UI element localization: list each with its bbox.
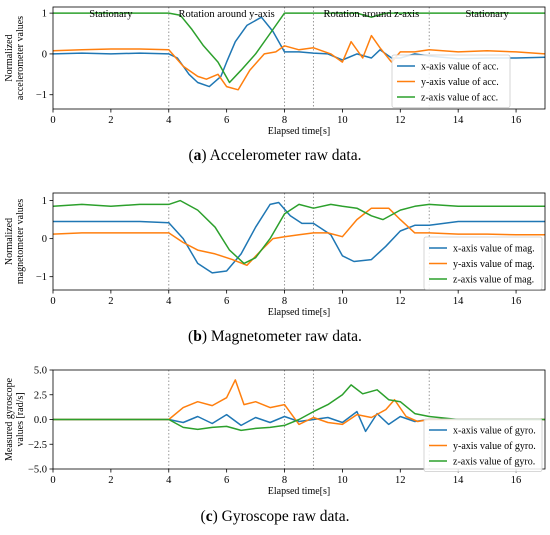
- region-label: Rotation around z-axis: [324, 9, 420, 20]
- x-axis-label: Elapsed time[s]: [268, 307, 330, 318]
- x-tick-label: 16: [511, 475, 522, 486]
- series-line-y: [53, 34, 545, 91]
- x-tick-label: 4: [166, 296, 172, 307]
- y-tick-label: 0: [42, 234, 47, 245]
- x-tick-label: 2: [108, 475, 113, 486]
- series-line-y: [53, 379, 545, 426]
- y-tick-label: −2.5: [28, 440, 47, 451]
- x-tick-label: 0: [50, 475, 55, 486]
- series-line-x: [53, 16, 545, 88]
- y-tick-label: 1: [42, 196, 47, 207]
- legend-entry: x-axis value of gyro.: [453, 426, 536, 437]
- figure-caption: (c) Gyroscope raw data.: [201, 508, 350, 525]
- y-tick-label: −5.0: [28, 465, 47, 476]
- legend-entry: z-axis value of acc.: [421, 93, 498, 104]
- legend-box: [423, 418, 543, 472]
- y-tick-label: −1: [36, 90, 47, 101]
- legend-entry: x-axis value of acc.: [421, 62, 499, 73]
- legend-entry: z-axis value of gyro.: [453, 457, 535, 468]
- y-axis-label: Normalized: [4, 34, 15, 81]
- chart-panel-1: 0 2 4 6 8 10 12 14 16 −1 0 1 Elapsed time[s] Normaliz…: [4, 6, 546, 164]
- x-tick-label: 6: [224, 115, 229, 126]
- x-tick-label: 4: [166, 115, 172, 126]
- x-tick-label: 8: [282, 475, 287, 486]
- x-tick-label: 2: [108, 115, 113, 126]
- y-tick-label: 2.5: [34, 390, 47, 401]
- region-label: Stationary: [89, 9, 133, 20]
- y-axis-label: accelerometer values: [15, 16, 26, 100]
- region-label: Rotation around y-axis: [179, 9, 275, 20]
- y-axis-label: Measured gyroscope: [4, 377, 15, 461]
- x-tick-label: 12: [395, 475, 406, 486]
- figure-caption: (b) Magnetometer raw data.: [188, 328, 362, 345]
- x-tick-label: 10: [337, 296, 348, 307]
- y-axis-label: magnetometer values: [15, 199, 26, 284]
- x-tick-label: 6: [224, 475, 229, 486]
- x-tick-label: 16: [511, 115, 522, 126]
- x-tick-label: 12: [395, 115, 406, 126]
- x-axis-label: Elapsed time[s]: [268, 126, 330, 137]
- legend-box: [423, 236, 543, 290]
- legend-box: [391, 54, 511, 108]
- x-tick-label: 14: [453, 475, 464, 486]
- x-tick-label: 0: [50, 115, 55, 126]
- chart-panel-2: 0 2 4 6 8 10 12 14 16 −1 0 1 Elapsed time[s] Normaliz…: [4, 192, 546, 345]
- legend-entry: x-axis value of mag.: [453, 244, 535, 255]
- x-tick-label: 14: [453, 115, 464, 126]
- x-tick-label: 12: [395, 296, 406, 307]
- x-axis-label: Elapsed time[s]: [268, 486, 330, 497]
- plot-frame: [52, 192, 546, 291]
- x-tick-label: 14: [453, 296, 464, 307]
- x-tick-label: 8: [282, 115, 287, 126]
- region-label: Stationary: [466, 9, 510, 20]
- y-axis-label: values [rad/s]: [15, 392, 26, 446]
- legend-entry: y-axis value of mag.: [453, 259, 535, 270]
- x-tick-label: 10: [337, 115, 348, 126]
- y-tick-label: −1: [36, 272, 47, 283]
- y-tick-label: 5.0: [34, 366, 47, 377]
- series-line-z: [53, 384, 545, 432]
- chart-panel-3: 0 2 4 6 8 10 12 14 16 −5.0 −2.5 0.0 2.5 5.0 Elapsed ti…: [4, 366, 546, 525]
- series-line-z: [53, 12, 545, 84]
- legend-entry: z-axis value of mag.: [453, 275, 534, 286]
- x-tick-label: 10: [337, 475, 348, 486]
- y-axis-label: Normalized: [4, 218, 15, 265]
- x-tick-label: 6: [224, 296, 229, 307]
- y-tick-label: 0.0: [34, 415, 47, 426]
- x-tick-label: 16: [511, 296, 522, 307]
- legend-entry: y-axis value of acc.: [421, 77, 499, 88]
- series-line-y: [53, 207, 545, 267]
- x-tick-label: 2: [108, 296, 113, 307]
- x-tick-label: 4: [166, 475, 172, 486]
- y-tick-label: 0: [42, 49, 47, 60]
- x-tick-label: 0: [50, 296, 55, 307]
- figure-caption: (a) Accelerometer raw data.: [189, 147, 362, 164]
- series-line-z: [53, 199, 545, 265]
- legend-entry: y-axis value of gyro.: [453, 441, 536, 452]
- series-line-x: [53, 201, 545, 274]
- plot-frame: [52, 6, 546, 110]
- y-tick-label: 1: [42, 9, 47, 20]
- x-tick-label: 8: [282, 296, 287, 307]
